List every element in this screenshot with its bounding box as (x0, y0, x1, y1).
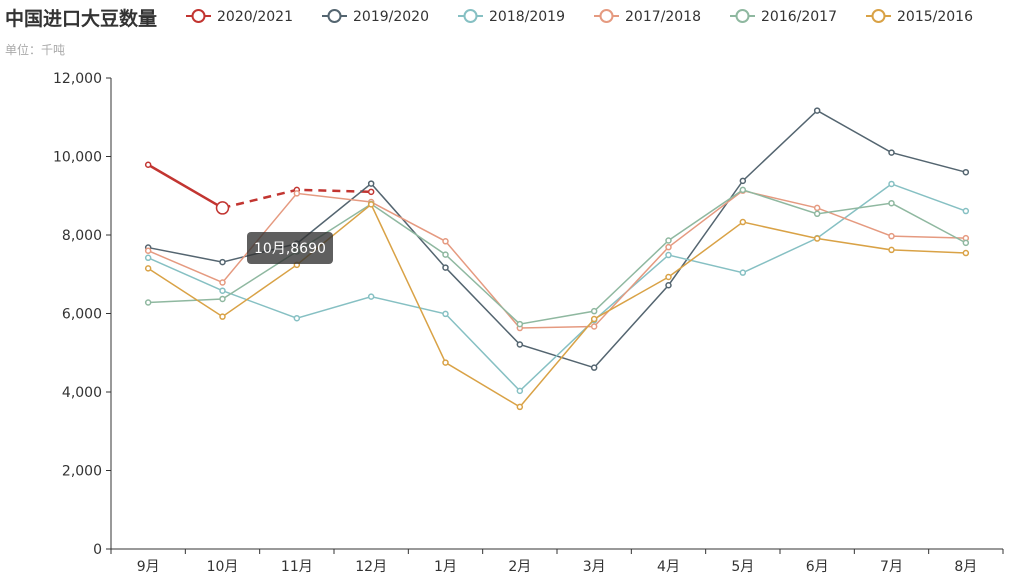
y-tick-label: 0 (93, 542, 102, 558)
legend-label[interactable]: 2016/2017 (761, 9, 837, 25)
data-point[interactable] (516, 387, 524, 395)
data-point[interactable] (367, 201, 375, 208)
data-point[interactable] (144, 265, 152, 272)
series-line-2020-2021 (147, 163, 224, 209)
x-tick-label: 10月 (207, 559, 239, 575)
data-point[interactable] (813, 210, 821, 218)
data-point[interactable] (516, 403, 524, 411)
data-point[interactable] (888, 180, 895, 188)
data-point[interactable] (962, 239, 970, 247)
data-point[interactable] (888, 232, 895, 240)
data-point[interactable] (219, 279, 226, 286)
x-tick-label: 8月 (954, 559, 977, 575)
highlighted-data-point[interactable] (215, 201, 230, 215)
data-point[interactable] (516, 320, 524, 328)
x-tick-label: 1月 (434, 559, 457, 575)
data-point[interactable] (367, 180, 375, 187)
x-tick-label: 9月 (137, 559, 160, 575)
data-point[interactable] (888, 149, 895, 156)
data-point[interactable] (219, 258, 226, 266)
data-point[interactable] (442, 264, 449, 271)
data-point[interactable] (219, 287, 226, 294)
y-tick-label: 12,000 (53, 71, 102, 87)
data-point[interactable] (962, 168, 970, 176)
data-point[interactable] (219, 313, 226, 320)
legend-marker[interactable] (463, 9, 478, 23)
data-point[interactable] (665, 243, 672, 251)
legend-label[interactable]: 2020/2021 (217, 9, 293, 25)
data-point[interactable] (739, 186, 747, 194)
series-line-2018-2019 (147, 183, 967, 392)
x-tick-label: 2月 (508, 559, 531, 575)
data-point[interactable] (739, 177, 747, 185)
data-point[interactable] (888, 199, 895, 207)
data-point[interactable] (144, 299, 152, 306)
x-tick-label: 12月 (355, 559, 387, 575)
tooltip: 10月,8690 (247, 232, 333, 264)
y-tick-label: 4,000 (62, 385, 102, 401)
data-point[interactable] (367, 188, 375, 196)
legend-marker[interactable] (191, 9, 206, 23)
data-point[interactable] (590, 323, 598, 330)
x-tick-label: 7月 (880, 559, 903, 575)
legend-label[interactable]: 2017/2018 (625, 9, 701, 25)
x-tick-label: 11月 (281, 559, 313, 575)
legend-label[interactable]: 2018/2019 (489, 9, 565, 25)
data-point[interactable] (888, 246, 895, 254)
data-point[interactable] (293, 190, 301, 197)
data-point[interactable] (739, 218, 747, 226)
data-point[interactable] (665, 273, 672, 281)
y-tick-label: 2,000 (62, 464, 102, 480)
data-point[interactable] (813, 204, 821, 212)
data-point[interactable] (442, 310, 449, 318)
data-point[interactable] (739, 269, 747, 276)
y-tick-label: 6,000 (62, 307, 102, 323)
data-point[interactable] (442, 359, 449, 366)
data-point[interactable] (442, 251, 449, 258)
data-point[interactable] (144, 247, 152, 254)
data-point[interactable] (962, 207, 970, 215)
data-point[interactable] (813, 107, 821, 114)
data-point[interactable] (144, 254, 152, 262)
data-point[interactable] (442, 238, 449, 245)
data-point[interactable] (367, 293, 375, 300)
x-tick-label: 4月 (657, 559, 680, 575)
legend-marker[interactable] (327, 9, 342, 23)
data-point[interactable] (665, 237, 672, 244)
legend-marker[interactable] (871, 9, 886, 23)
legend-marker[interactable] (599, 9, 614, 23)
y-tick-label: 8,000 (62, 228, 102, 244)
chart-title: 中国进口大豆数量 (5, 8, 158, 30)
data-point[interactable] (293, 314, 301, 322)
x-tick-label: 3月 (583, 559, 606, 575)
y-tick-label: 10,000 (53, 150, 102, 166)
legend-label[interactable]: 2015/2016 (897, 9, 973, 25)
legend-marker[interactable] (735, 9, 750, 23)
x-tick-label: 5月 (731, 559, 754, 575)
chart-subtitle: 单位：千吨 (5, 43, 66, 57)
x-tick-label: 6月 (806, 559, 829, 575)
legend-label[interactable]: 2019/2020 (353, 9, 429, 25)
data-point[interactable] (590, 315, 598, 323)
data-point[interactable] (962, 249, 970, 257)
data-point[interactable] (590, 364, 598, 371)
data-point[interactable] (813, 235, 821, 242)
series-line-2015-2016 (147, 203, 966, 408)
data-point[interactable] (590, 307, 598, 315)
data-point[interactable] (144, 161, 152, 168)
data-point[interactable] (665, 281, 672, 289)
data-point[interactable] (665, 251, 672, 259)
data-point[interactable] (219, 295, 226, 303)
data-point[interactable] (516, 341, 524, 348)
